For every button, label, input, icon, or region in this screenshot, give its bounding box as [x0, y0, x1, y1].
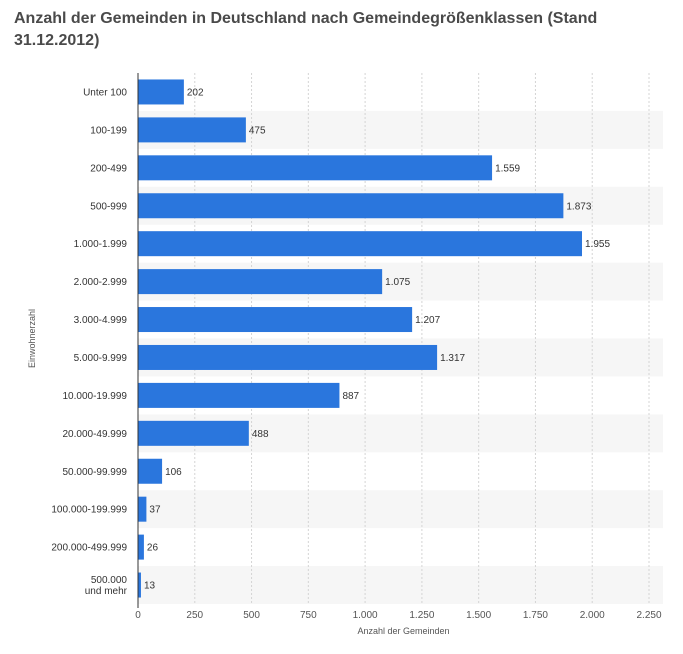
x-tick-label: 500	[243, 610, 260, 621]
category-label: 500-999	[90, 201, 127, 212]
category-label: 2.000-2.999	[74, 277, 128, 288]
bar-value-label: 202	[187, 87, 204, 98]
x-tick-label: 1.750	[523, 610, 548, 621]
bar	[138, 117, 246, 143]
category-label: 10.000-19.999	[62, 391, 127, 402]
category-label: 100.000-199.999	[51, 505, 127, 516]
chart-title: Anzahl der Gemeinden in Deutschland nach…	[14, 10, 598, 49]
bar-value-label: 1.559	[495, 163, 520, 174]
category-label: 100-199	[90, 125, 127, 136]
bar-value-label: 106	[165, 467, 182, 478]
x-axis-title: Anzahl der Gemeinden	[357, 626, 449, 636]
bar-value-label: 475	[249, 125, 266, 136]
bar-value-label: 1.317	[440, 353, 465, 364]
bar	[138, 572, 141, 598]
row-band	[138, 566, 663, 604]
bar-value-label: 13	[144, 581, 156, 592]
bar	[138, 79, 184, 105]
bar-value-label: 37	[149, 505, 161, 516]
value-labels: 202 475 1.559 1.873 1.955 1.075 1.207 1.317 887 4…	[144, 87, 611, 591]
bars	[138, 79, 583, 598]
category-label: 5.000-9.999	[74, 353, 128, 364]
x-tick-label: 0	[135, 610, 141, 621]
bar	[138, 155, 493, 181]
x-tick-label: 750	[300, 610, 317, 621]
x-tick-label: 1.500	[466, 610, 491, 621]
bar-value-label: 1.955	[585, 239, 610, 250]
bar-value-label: 488	[252, 429, 269, 440]
category-label: 3.000-4.999	[74, 315, 128, 326]
bar	[138, 231, 583, 257]
bar	[138, 344, 438, 370]
category-label: 500.000 und mehr	[85, 575, 128, 597]
category-label: 50.000-99.999	[62, 467, 127, 478]
category-label: 200-499	[90, 163, 127, 174]
bar	[138, 307, 413, 333]
bar	[138, 534, 144, 560]
x-tick-label: 2.000	[580, 610, 605, 621]
bar	[138, 382, 340, 408]
category-label: 1.000-1.999	[74, 239, 128, 250]
bar-value-label: 1.207	[415, 315, 440, 326]
bar	[138, 193, 564, 219]
x-tick-label: 1.000	[353, 610, 378, 621]
bar-value-label: 1.075	[385, 277, 410, 288]
category-label: 200.000-499.999	[51, 543, 127, 554]
y-axis-title: Einwohnerzahl	[27, 309, 37, 368]
bar	[138, 420, 249, 446]
bar-value-label: 1.873	[566, 201, 591, 212]
bar-value-label: 887	[342, 391, 359, 402]
category-labels: Unter 100 100-199 200-499 500-999 1.000-1.99…	[51, 87, 127, 597]
category-label: Unter 100	[83, 87, 127, 98]
x-tick-label: 1.250	[409, 610, 434, 621]
category-label: 20.000-49.999	[62, 429, 127, 440]
bar	[138, 269, 383, 295]
bar	[138, 458, 163, 484]
bar-value-label: 26	[147, 543, 159, 554]
x-tick-label: 2.250	[636, 610, 661, 621]
row-band	[138, 490, 663, 529]
x-tick-label: 250	[186, 610, 203, 621]
bar	[138, 496, 147, 522]
x-tick-labels: 0 250 500 750 1.000 1.250 1.500 1.750 2.000 2.250	[135, 610, 662, 621]
